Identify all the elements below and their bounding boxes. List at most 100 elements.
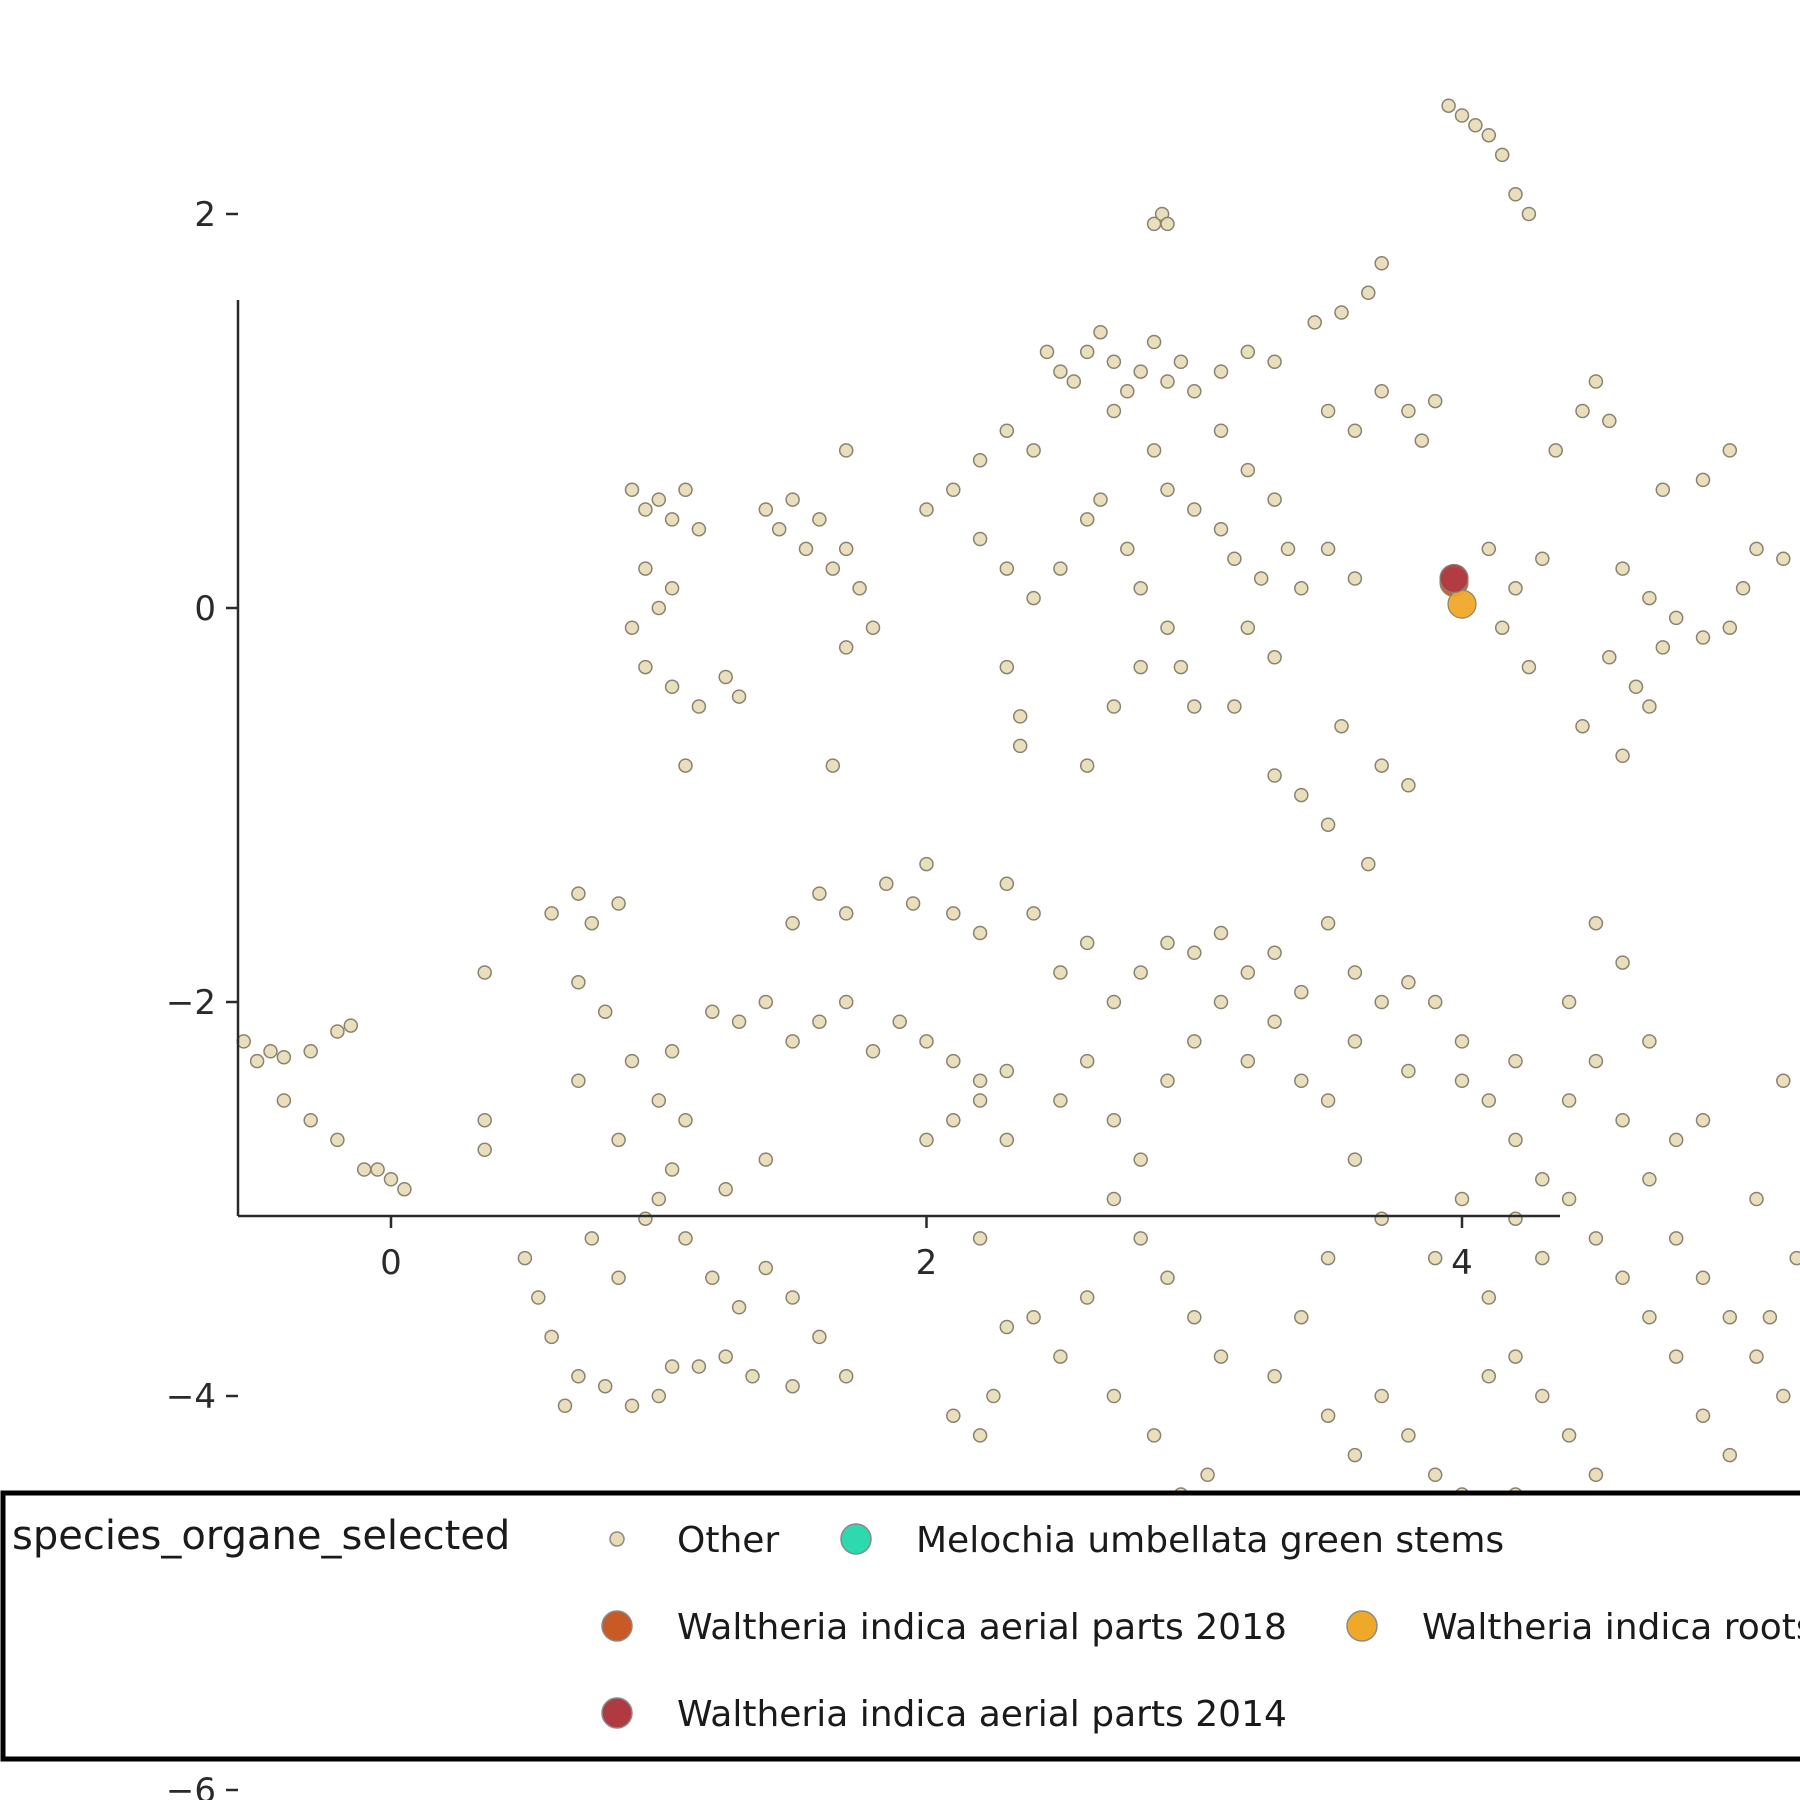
point-other-347	[1374, 1211, 1389, 1226]
point-other-101	[624, 620, 640, 635]
point-other-138	[1106, 354, 1122, 370]
point-other-12	[397, 1181, 412, 1197]
point-other-215	[1615, 748, 1630, 764]
point-other-392	[972, 1428, 988, 1443]
point-other-300	[1695, 1270, 1711, 1286]
point-other-289	[1508, 1349, 1523, 1364]
point-other-131	[1012, 709, 1028, 724]
point-other-286	[1454, 1191, 1470, 1207]
point-other-175	[1267, 768, 1282, 783]
point-other-186	[1414, 433, 1430, 448]
point-other-164	[1267, 354, 1282, 370]
point-other-411	[1454, 1073, 1470, 1089]
point-other-61	[972, 925, 988, 941]
legend-item-melochia-umbellata-green-stems[interactable]: Melochia umbellata green stems	[840, 1520, 1504, 1561]
point-other-401	[1106, 1112, 1122, 1128]
point-other-402	[1133, 1152, 1148, 1167]
legend-marker-other	[609, 1531, 625, 1547]
point-other-109	[771, 521, 787, 537]
point-other-78	[651, 1191, 667, 1207]
point-other-41	[664, 1044, 680, 1059]
legend-item-other[interactable]: Other	[609, 1520, 779, 1561]
point-other-128	[1053, 561, 1068, 576]
point-other-352	[1347, 1447, 1363, 1463]
point-other-213	[1628, 679, 1644, 695]
point-other-59	[919, 856, 934, 872]
point-other-344	[1588, 915, 1604, 931]
point-other-26	[691, 1359, 707, 1374]
legend-item-waltheria-aerial-2014[interactable]: Waltheria indica aerial parts 2014	[601, 1694, 1287, 1735]
point-other-72	[1267, 945, 1282, 961]
point-other-284	[1508, 1132, 1523, 1148]
point-other-150	[1093, 492, 1108, 507]
legend-item-waltheria-roots[interactable]: Waltheria indica roots	[1346, 1607, 1800, 1648]
point-other-135	[1066, 374, 1082, 389]
point-other-290	[1535, 1388, 1550, 1404]
point-other-409	[1347, 1034, 1363, 1049]
point-other-82	[758, 1260, 774, 1276]
point-other-68	[1160, 935, 1175, 951]
legend-title: species_organe_selected	[12, 1513, 510, 1559]
point-other-31	[571, 886, 586, 901]
point-other-180	[1361, 285, 1376, 301]
legend-marker-melochia	[840, 1523, 872, 1555]
point-other-84	[812, 1329, 827, 1345]
point-other-29	[785, 1378, 800, 1394]
point-other-201	[1481, 541, 1497, 557]
point-other-52	[972, 1073, 988, 1089]
y-tick-label-2: 2	[194, 195, 216, 235]
point-other-202	[1508, 581, 1523, 596]
point-other-171	[1294, 581, 1309, 596]
point-other-212	[1602, 650, 1617, 665]
point-other-185	[1401, 403, 1416, 419]
point-other-6	[343, 1018, 359, 1033]
point-other-66	[1106, 994, 1122, 1010]
point-other-208	[1588, 374, 1604, 389]
point-other-152	[1133, 581, 1148, 596]
point-other-111	[798, 541, 814, 557]
point-other-187	[1427, 393, 1443, 409]
points-layer	[236, 98, 1800, 1709]
point-other-73	[1294, 984, 1309, 1000]
point-other-105	[718, 669, 733, 685]
point-other-136	[1079, 344, 1095, 360]
point-other-184	[1374, 384, 1389, 399]
point-other-396	[946, 1112, 961, 1128]
point-other-348	[1320, 1250, 1336, 1266]
point-other-398	[999, 1132, 1015, 1148]
point-other-28	[745, 1369, 760, 1384]
point-other-93	[638, 502, 653, 517]
point-other-226	[1655, 482, 1671, 498]
legend-item-waltheria-aerial-2018[interactable]: Waltheria indica aerial parts 2018	[601, 1607, 1287, 1648]
y-tick-label-0: 0	[194, 589, 216, 629]
point-other-214	[1575, 718, 1590, 734]
point-other-55	[812, 886, 827, 901]
point-other-220	[1722, 620, 1738, 635]
legend-label-waltheria-aerial-2014: Waltheria indica aerial parts 2014	[677, 1694, 1287, 1735]
point-other-433	[1615, 1270, 1630, 1286]
point-other-393	[986, 1388, 1001, 1404]
point-other-161	[1160, 216, 1175, 232]
point-other-192	[1374, 758, 1389, 773]
x-tick-label-2: 2	[916, 1243, 938, 1283]
point-other-370	[1133, 1231, 1148, 1246]
point-other-1	[249, 1053, 265, 1069]
point-other-167	[1267, 492, 1282, 507]
point-other-49	[892, 1014, 907, 1029]
point-other-132	[1012, 738, 1028, 754]
point-other-373	[1213, 1349, 1229, 1364]
legend-label-other: Other	[677, 1520, 779, 1561]
point-other-156	[1079, 758, 1095, 773]
point-other-69	[1187, 945, 1202, 961]
point-other-224	[1722, 443, 1738, 458]
legend: species_organe_selected Other Melochia u…	[0, 1490, 1800, 1762]
point-other-197	[1481, 127, 1497, 143]
point-other-297	[1615, 1112, 1630, 1128]
point-other-134	[1053, 364, 1068, 379]
axes	[236, 300, 1560, 1218]
point-other-97	[691, 521, 707, 537]
point-other-420	[1401, 1428, 1416, 1443]
point-other-140	[1133, 364, 1148, 379]
point-other-77	[1401, 975, 1416, 990]
